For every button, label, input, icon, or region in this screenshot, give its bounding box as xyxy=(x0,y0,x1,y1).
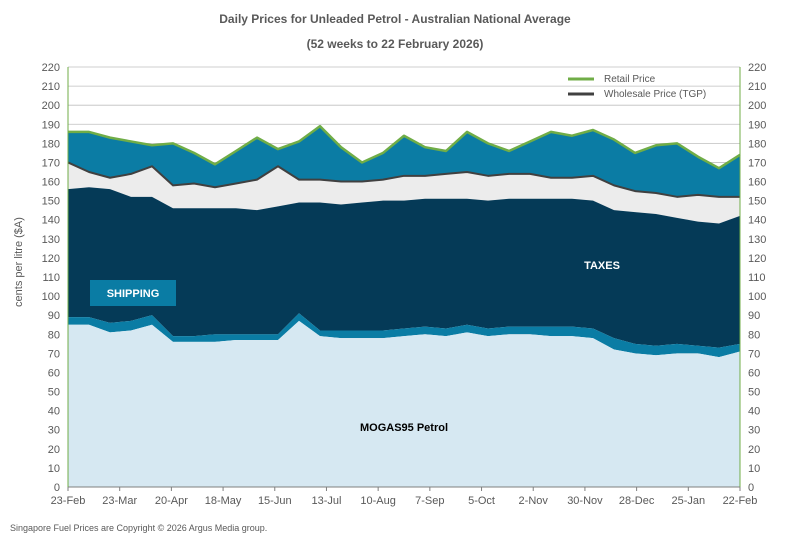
shipping-label-box: SHIPPING xyxy=(90,280,176,306)
legend-wholesale-label: Wholesale Price (TGP) xyxy=(604,89,706,100)
y-tick-label-right: 10 xyxy=(748,463,760,475)
y-tick-label-right: 220 xyxy=(748,62,766,74)
y-tick-label-right: 0 xyxy=(748,482,754,494)
y-tick-label: 10 xyxy=(48,463,60,475)
y-tick-label: 30 xyxy=(48,425,60,437)
mogas-area xyxy=(68,320,740,487)
y-tick-label-right: 90 xyxy=(748,310,760,322)
copyright-note: Singapore Fuel Prices are Copyright © 20… xyxy=(10,523,268,533)
y-axis-label: cents per litre ($A) xyxy=(13,217,25,307)
y-axis-right-ticks: 0 10 20 30 40 50 60 70 80 90 100 110 120 130 140 150 160… xyxy=(748,62,766,494)
x-tick-label: 22-Feb xyxy=(723,495,758,507)
y-tick-label: 0 xyxy=(54,482,60,494)
y-tick-label-right: 190 xyxy=(748,119,766,131)
x-tick-label: 7-Sep xyxy=(415,495,444,507)
x-tick-label: 5-Oct xyxy=(468,495,495,507)
taxes-area xyxy=(68,187,740,348)
y-tick-label-right: 110 xyxy=(748,272,766,284)
y-tick-label: 150 xyxy=(42,196,60,208)
y-tick-label-right: 120 xyxy=(748,253,766,265)
y-tick-label: 160 xyxy=(42,177,60,189)
retail-margin-area xyxy=(68,126,740,197)
shipping-label-background xyxy=(90,280,176,306)
x-axis-ticks: 23-Feb 23-Mar 20-Apr 18-May 15-Jun 13-Jul 10-A… xyxy=(51,487,758,507)
taxes-label: TAXES xyxy=(584,260,620,272)
y-tick-label-right: 20 xyxy=(748,444,760,456)
y-tick-label: 110 xyxy=(42,272,60,284)
y-tick-label: 40 xyxy=(48,406,60,418)
mogas-label: MOGAS95 Petrol xyxy=(360,422,448,434)
y-tick-label-right: 60 xyxy=(748,367,760,379)
y-tick-label-right: 50 xyxy=(748,387,760,399)
chart-title: Daily Prices for Unleaded Petrol - Austr… xyxy=(219,12,571,26)
axes xyxy=(67,67,741,488)
y-tick-label-right: 70 xyxy=(748,348,760,360)
y-tick-label: 100 xyxy=(42,291,60,303)
y-tick-label-right: 150 xyxy=(748,196,766,208)
y-tick-label: 50 xyxy=(48,387,60,399)
x-tick-label: 28-Dec xyxy=(619,495,655,507)
y-tick-label-right: 160 xyxy=(748,177,766,189)
x-tick-label: 30-Nov xyxy=(567,495,603,507)
x-tick-label: 13-Jul xyxy=(311,495,341,507)
y-tick-label: 120 xyxy=(42,253,60,265)
y-tick-label: 220 xyxy=(42,62,60,74)
x-tick-label: 18-May xyxy=(205,495,242,507)
y-axis-left-ticks: 0 10 20 30 40 50 60 70 80 90 100 110 120 130 140 150 160… xyxy=(42,62,60,494)
y-tick-label: 20 xyxy=(48,444,60,456)
y-tick-label: 140 xyxy=(42,215,60,227)
y-tick-label-right: 170 xyxy=(748,157,766,169)
x-tick-label: 15-Jun xyxy=(258,495,292,507)
y-tick-label: 60 xyxy=(48,367,60,379)
x-tick-label: 2-Nov xyxy=(519,495,549,507)
y-tick-label: 210 xyxy=(42,81,60,93)
y-tick-label-right: 210 xyxy=(748,81,766,93)
y-tick-label-right: 130 xyxy=(748,234,766,246)
y-tick-label: 80 xyxy=(48,329,60,341)
legend: Retail Price Wholesale Price (TGP) xyxy=(568,74,706,100)
y-tick-label: 190 xyxy=(42,119,60,131)
y-tick-label: 170 xyxy=(42,157,60,169)
y-tick-label: 180 xyxy=(42,138,60,150)
legend-retail-label: Retail Price xyxy=(604,74,656,85)
y-tick-label: 70 xyxy=(48,348,60,360)
y-tick-label-right: 200 xyxy=(748,100,766,112)
x-tick-label: 10-Aug xyxy=(360,495,395,507)
chart-subtitle: (52 weeks to 22 February 2026) xyxy=(306,37,484,51)
x-tick-label: 23-Feb xyxy=(51,495,86,507)
y-tick-label: 200 xyxy=(42,100,60,112)
y-tick-label-right: 180 xyxy=(748,138,766,150)
x-tick-label: 23-Mar xyxy=(102,495,137,507)
shipping-label: SHIPPING xyxy=(107,288,160,300)
shipping-area xyxy=(68,313,740,358)
y-tick-label-right: 40 xyxy=(748,406,760,418)
y-tick-label-right: 140 xyxy=(748,215,766,227)
y-tick-label: 90 xyxy=(48,310,60,322)
y-tick-label-right: 30 xyxy=(748,425,760,437)
x-tick-label: 20-Apr xyxy=(155,495,188,507)
x-tick-label: 25-Jan xyxy=(671,495,705,507)
retail-price-line xyxy=(68,124,741,170)
price-component-areas xyxy=(68,126,740,487)
y-tick-label-right: 80 xyxy=(748,329,760,341)
wholesale-price-line xyxy=(67,161,740,198)
y-tick-label-right: 100 xyxy=(748,291,766,303)
price-lines xyxy=(67,124,741,198)
wholesale-margin-area xyxy=(68,162,740,224)
y-tick-label: 130 xyxy=(42,234,60,246)
